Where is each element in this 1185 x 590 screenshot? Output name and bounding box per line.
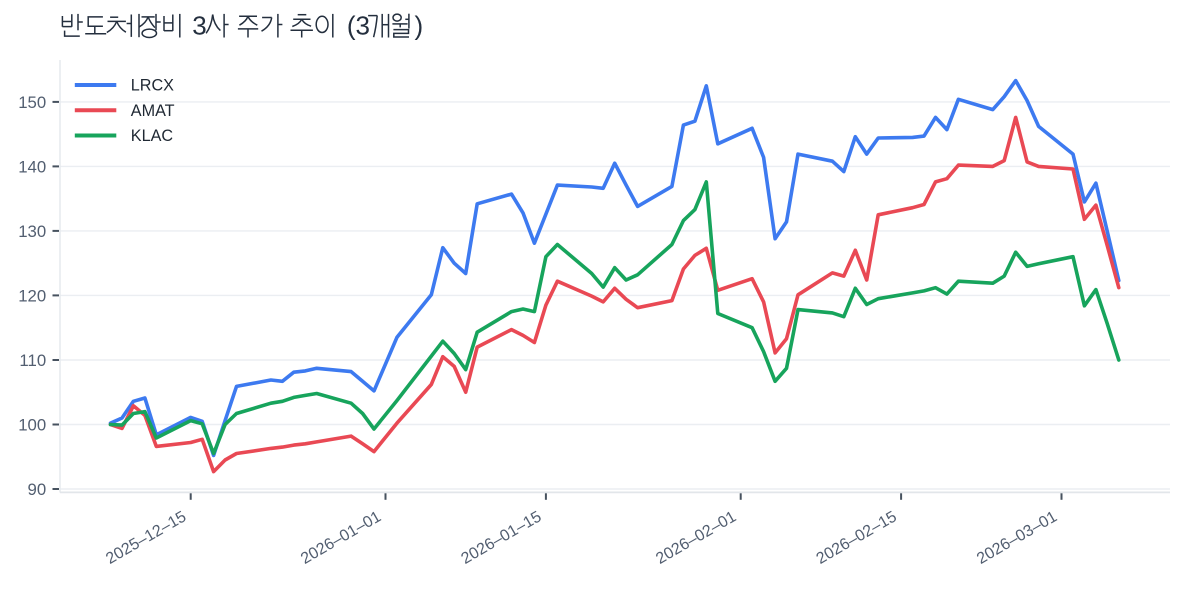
svg-text:110: 110 (19, 351, 46, 370)
svg-text:KLAC: KLAC (131, 127, 174, 145)
svg-text:120: 120 (18, 286, 46, 305)
svg-text:140: 140 (18, 157, 46, 176)
svg-text:(3: (3 (347, 10, 370, 40)
svg-text:90: 90 (28, 480, 47, 499)
svg-text:100: 100 (18, 416, 46, 435)
svg-text:AMAT: AMAT (131, 102, 175, 120)
svg-text:150: 150 (18, 93, 46, 112)
svg-text:130: 130 (18, 222, 46, 241)
svg-text:LRCX: LRCX (131, 77, 174, 95)
svg-text:): ) (415, 10, 424, 40)
svg-text:3: 3 (192, 10, 206, 40)
